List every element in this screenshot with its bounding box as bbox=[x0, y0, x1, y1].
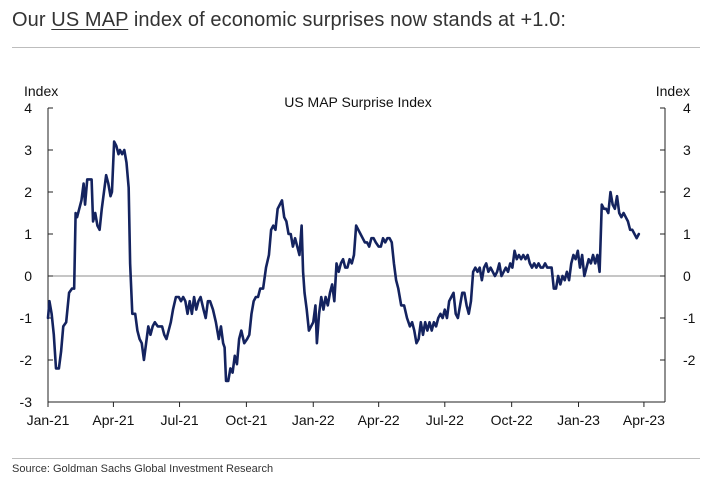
series-layer bbox=[46, 140, 641, 383]
right-y-tick-label: -1 bbox=[683, 310, 696, 326]
left-y-tick-label: -1 bbox=[20, 310, 33, 326]
left-y-tick-label: -2 bbox=[20, 352, 33, 368]
right-y-tick-label: 0 bbox=[683, 268, 691, 284]
x-tick-label: Apr-21 bbox=[92, 412, 134, 428]
source-note: Source: Goldman Sachs Global Investment … bbox=[12, 463, 274, 475]
chart-svg: US MAP Surprise Index Index Index 4 3 2 1 0 -… bbox=[20, 83, 696, 428]
left-y-tick-label: 1 bbox=[24, 226, 32, 242]
series-line-0 bbox=[46, 140, 641, 383]
left-y-tick-label: 0 bbox=[24, 268, 32, 284]
x-tick-label: Oct-21 bbox=[225, 412, 267, 428]
x-tick-label: Jan-21 bbox=[27, 412, 70, 428]
x-tick-label: Jan-22 bbox=[292, 412, 335, 428]
x-tick-label: Apr-23 bbox=[623, 412, 665, 428]
us-map-link[interactable]: US MAP bbox=[51, 9, 129, 31]
x-tick-label: Apr-22 bbox=[358, 412, 400, 428]
right-y-tick-label: 3 bbox=[683, 142, 691, 158]
headline-prefix: Our bbox=[12, 9, 52, 31]
x-tick-label: Jan-23 bbox=[557, 412, 600, 428]
x-tick-label: Oct-22 bbox=[491, 412, 533, 428]
left-axis-label: Index bbox=[24, 83, 58, 99]
right-axis-label: Index bbox=[656, 83, 690, 99]
bottom-divider bbox=[12, 458, 700, 459]
left-y-tick-label: 4 bbox=[24, 100, 32, 116]
ticks-layer: 4 3 2 1 0 -1 -2 -3 4 3 2 1 0 -1 -2 Jan-21 Apr-21 Jul-21 Oc… bbox=[20, 100, 696, 428]
top-divider bbox=[12, 47, 700, 48]
chart-title: US MAP Surprise Index bbox=[284, 94, 432, 110]
headline-suffix: index of economic surprises now stands a… bbox=[128, 9, 567, 31]
right-y-tick-label: 4 bbox=[683, 100, 691, 116]
right-y-tick-label: 1 bbox=[683, 226, 691, 242]
headline: Our US MAP index of economic surprises n… bbox=[12, 6, 712, 34]
chart-title-layer: US MAP Surprise Index Index Index bbox=[24, 83, 690, 110]
right-y-tick-label: -2 bbox=[683, 352, 696, 368]
right-y-tick-label: 2 bbox=[683, 184, 691, 200]
axes-layer bbox=[47, 108, 666, 403]
left-y-tick-label: -3 bbox=[20, 394, 33, 410]
x-tick-label: Jul-21 bbox=[160, 412, 198, 428]
left-y-tick-label: 3 bbox=[24, 142, 32, 158]
x-tick-label: Jul-22 bbox=[426, 412, 464, 428]
left-y-tick-label: 2 bbox=[24, 184, 32, 200]
